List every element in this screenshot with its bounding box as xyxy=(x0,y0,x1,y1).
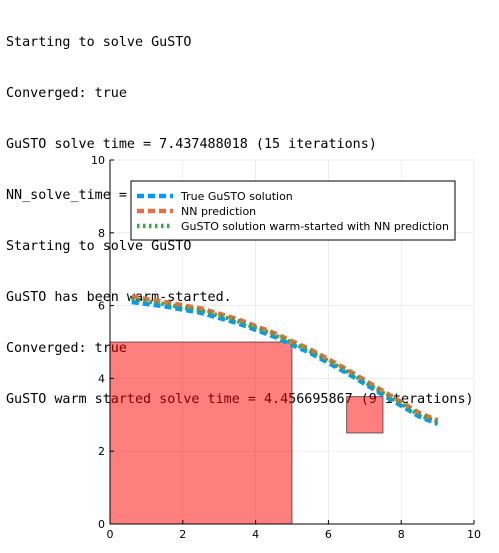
console-line: Converged: true xyxy=(6,86,127,101)
x-tick-label: 10 xyxy=(467,528,481,541)
x-tick-label: 8 xyxy=(398,528,405,541)
console-line: Starting to solve GuSTO xyxy=(6,35,192,50)
legend-label-3: GuSTO solution warm-started with NN pred… xyxy=(181,220,449,233)
y-tick-label: 6 xyxy=(98,300,105,313)
y-tick-label: 8 xyxy=(98,227,105,240)
plot-axes: 0 2 4 6 8 10 0 2 4 6 8 10 xyxy=(91,154,481,541)
x-tick-label: 6 xyxy=(325,528,332,541)
console-line: GuSTO solve time = 7.437488018 (15 itera… xyxy=(6,137,377,152)
x-tick-label: 4 xyxy=(252,528,259,541)
y-tick-label: 4 xyxy=(98,372,105,385)
x-tick-label: 2 xyxy=(179,528,186,541)
x-tick-label: 0 xyxy=(107,528,114,541)
console-line: GuSTO has been warm-started. xyxy=(6,290,232,305)
y-tick-label: 2 xyxy=(98,445,105,458)
y-tick-label: 10 xyxy=(91,154,105,167)
series-line-1 xyxy=(131,299,439,426)
obstacles xyxy=(109,341,384,525)
series-line-2 xyxy=(131,294,439,423)
legend-box xyxy=(130,180,456,241)
plot-legend: True GuSTO solution NN prediction GuSTO so… xyxy=(130,180,456,241)
legend-label-1: True GuSTO solution xyxy=(180,190,293,203)
y-tick-label: 0 xyxy=(98,518,105,531)
console-line: Starting to solve GuSTO xyxy=(6,239,192,254)
series-lines xyxy=(131,294,439,426)
obstacle-2 xyxy=(346,396,384,434)
obstacle-1 xyxy=(109,341,293,525)
legend-label-2: NN prediction xyxy=(181,205,256,218)
